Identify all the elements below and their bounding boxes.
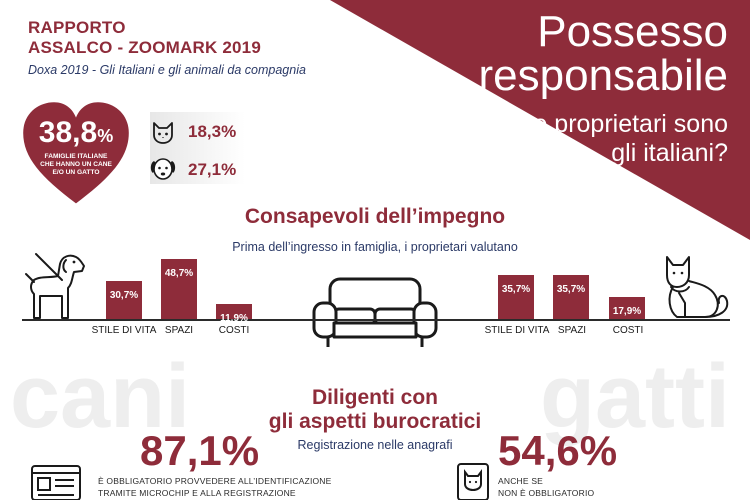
cat-bar-costi-label: 17,9% bbox=[612, 305, 642, 317]
cat-category-costi: COSTI bbox=[612, 325, 644, 336]
chart-baseline bbox=[22, 319, 730, 321]
dogs-registration-pct: 87,1% bbox=[140, 427, 260, 474]
dog-category-costi: COSTI bbox=[218, 325, 250, 336]
dog-face-icon bbox=[150, 158, 176, 180]
heart-value: 38,8% bbox=[20, 116, 132, 150]
dog-bar-stile-di-vita-label: 30,7% bbox=[109, 289, 139, 301]
dog-bar-costi-label: 11,9% bbox=[220, 313, 248, 325]
hero-subtitle: Che proprietari sono gli italiani? bbox=[468, 110, 728, 168]
cat-bar-stile-di-vita: 35,7% bbox=[498, 274, 534, 319]
report-title-line2: ASSALCO - ZOOMARK 2019 bbox=[28, 38, 261, 57]
hero-subtitle-line2: gli italiani? bbox=[611, 139, 728, 167]
cat-bar-stile-di-vita-label: 35,7% bbox=[501, 283, 531, 295]
dog-bar-costi: 11,9% bbox=[216, 304, 252, 324]
cats-registration-pct: 54,6% bbox=[498, 427, 618, 474]
dog-bar-stile-di-vita: 30,7% bbox=[106, 280, 142, 319]
hero-title: Possesso responsabile bbox=[479, 10, 729, 98]
hero-triangle-bg bbox=[330, 0, 750, 240]
dog-bar-spazi: 48,7% bbox=[161, 258, 197, 319]
hero-title-line2: responsabile bbox=[478, 51, 729, 100]
cat-category-spazi: SPAZI bbox=[557, 325, 587, 336]
report-subtitle: Doxa 2019 - Gli Italiani e gli animali d… bbox=[28, 63, 306, 77]
cats-note-line2: NON È OBBLIGATORIO bbox=[498, 488, 595, 498]
cat-bar-costi: 17,9% bbox=[609, 296, 645, 319]
dog-icon bbox=[25, 253, 85, 319]
hero-title-line1: Possesso bbox=[537, 7, 728, 56]
bg-word-cani: cani bbox=[10, 347, 191, 447]
heart-caption-line1: FAMIGLIE ITALIANE bbox=[44, 153, 108, 160]
bg-word-gatti: gatti bbox=[540, 347, 730, 447]
dog-category-spazi: SPAZI bbox=[164, 325, 194, 336]
hero-subtitle-line1: Che proprietari sono bbox=[501, 110, 728, 138]
heart-caption: FAMIGLIE ITALIANE CHE HANNO UN CANE E/O … bbox=[30, 153, 122, 177]
section2-subtitle: Registrazione nelle anagrafi bbox=[297, 438, 453, 452]
heart-value-unit: % bbox=[97, 126, 114, 146]
dogs-note-line2: TRAMITE MICROCHIP E ALLA REGISTRAZIONE bbox=[98, 488, 296, 498]
section2-title-line2: gli aspetti burocratici bbox=[268, 410, 482, 433]
section1-subtitle: Prima dell’ingresso in famiglia, i propr… bbox=[232, 240, 518, 254]
dogs-note-line1: È OBBLIGATORIO PROVVEDERE ALL’IDENTIFICA… bbox=[98, 476, 332, 486]
id-card-cat-icon bbox=[457, 463, 489, 500]
dog-bar-spazi-label: 48,7% bbox=[164, 267, 194, 279]
heart-caption-line3: E/O UN GATTO bbox=[52, 169, 100, 176]
heart-caption-line2: CHE HANNO UN CANE bbox=[40, 161, 112, 168]
cats-note-line1: ANCHE SE bbox=[498, 476, 544, 486]
cat-icon bbox=[666, 256, 729, 318]
cat-bar-spazi-label: 35,7% bbox=[556, 283, 586, 295]
dogs-note: È OBBLIGATORIO PROVVEDERE ALL’IDENTIFICA… bbox=[98, 475, 332, 499]
heart-shape bbox=[23, 102, 129, 204]
cat-bar-spazi: 35,7% bbox=[553, 274, 589, 319]
section2-title-line1: Diligenti con bbox=[312, 386, 438, 409]
registry-document-icon bbox=[31, 465, 81, 500]
heart-value-number: 38,8 bbox=[38, 116, 98, 149]
cat-percentage: 18,3% bbox=[188, 122, 237, 141]
dog-category-stile-di-vita: STILE DI VITA bbox=[91, 325, 157, 336]
report-title-line1: RAPPORTO bbox=[28, 18, 126, 37]
dog-percentage: 27,1% bbox=[188, 160, 237, 179]
cat-category-stile-di-vita: STILE DI VITA bbox=[484, 325, 550, 336]
section1-title: Consapevoli dell’impegno bbox=[244, 205, 506, 228]
sofa-icon bbox=[312, 277, 438, 347]
cats-note: ANCHE SE NON È OBBLIGATORIO bbox=[498, 475, 594, 499]
cat-face-icon bbox=[153, 122, 173, 144]
